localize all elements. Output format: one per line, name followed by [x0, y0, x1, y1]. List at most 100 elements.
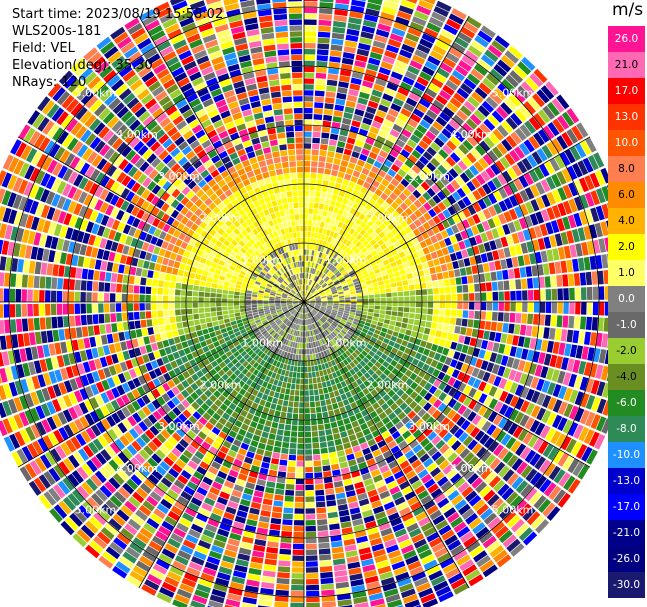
velocity-gate	[398, 238, 406, 246]
velocity-gate	[504, 153, 516, 166]
velocity-gate	[223, 314, 229, 319]
velocity-gate	[307, 285, 310, 291]
velocity-gate	[596, 416, 607, 432]
velocity-gate	[292, 561, 304, 567]
velocity-gate	[92, 314, 99, 325]
velocity-gate	[435, 232, 444, 241]
velocity-gate	[256, 448, 265, 456]
velocity-gate	[304, 402, 310, 408]
velocity-gate	[319, 318, 325, 324]
velocity-gate	[411, 414, 421, 424]
velocity-gate	[318, 320, 323, 326]
velocity-gate	[390, 261, 397, 268]
velocity-gate	[314, 472, 323, 479]
velocity-gate	[223, 318, 230, 324]
velocity-gate	[446, 140, 457, 151]
velocity-gate	[348, 242, 355, 249]
velocity-gate	[409, 400, 418, 410]
velocity-gate	[339, 75, 351, 83]
velocity-gate	[408, 169, 418, 179]
velocity-gate	[374, 235, 381, 243]
velocity-gate	[441, 364, 449, 373]
velocity-gate	[562, 419, 573, 434]
velocity-gate	[377, 262, 384, 268]
velocity-gate	[388, 324, 395, 331]
velocity-gate	[304, 60, 315, 67]
velocity-gate	[268, 469, 278, 477]
velocity-gate	[465, 118, 478, 130]
velocity-gate	[416, 332, 424, 340]
velocity-gate	[360, 504, 372, 512]
velocity-gate	[545, 302, 552, 314]
velocity-gate	[256, 479, 266, 487]
velocity-gate	[342, 52, 355, 60]
velocity-gate	[373, 115, 384, 124]
velocity-gate	[297, 360, 301, 367]
velocity-gate	[330, 274, 336, 280]
velocity-gate	[444, 172, 454, 183]
velocity-gate	[353, 366, 360, 373]
velocity-gate	[316, 377, 321, 383]
velocity-gate	[213, 325, 220, 331]
velocity-gate	[467, 346, 475, 356]
velocity-gate	[467, 319, 474, 328]
velocity-gate	[424, 60, 438, 72]
velocity-gate	[462, 284, 469, 293]
velocity-gate	[335, 343, 341, 349]
velocity-gate	[375, 219, 383, 227]
velocity-gate	[330, 397, 337, 404]
velocity-gate	[342, 352, 349, 359]
velocity-gate	[179, 334, 187, 342]
velocity-gate	[308, 295, 313, 299]
velocity-gate	[488, 475, 501, 488]
velocity-gate	[598, 286, 605, 300]
velocity-gate	[537, 498, 552, 513]
velocity-gate	[105, 323, 112, 334]
velocity-gate	[468, 310, 475, 319]
velocity-gate	[358, 353, 365, 360]
velocity-gate	[339, 515, 351, 523]
velocity-gate	[521, 313, 528, 324]
velocity-gate	[419, 240, 427, 249]
velocity-gate	[304, 249, 307, 255]
velocity-gate	[375, 258, 382, 264]
velocity-gate	[307, 313, 310, 319]
velocity-gate	[427, 198, 437, 208]
velocity-gate	[477, 186, 487, 198]
velocity-gate	[389, 236, 398, 244]
velocity-gate	[313, 383, 318, 390]
velocity-gate	[520, 81, 535, 95]
velocity-gate	[245, 305, 252, 309]
velocity-gate	[524, 374, 534, 387]
velocity-gate	[421, 308, 428, 314]
velocity-gate	[563, 475, 576, 491]
velocity-gate	[435, 180, 445, 190]
velocity-gate	[519, 324, 527, 336]
velocity-gate	[321, 363, 326, 370]
velocity-gate	[389, 129, 400, 138]
velocity-gate	[336, 498, 347, 506]
velocity-gate	[110, 313, 117, 323]
velocity-gate	[306, 578, 319, 585]
velocity-gate	[282, 519, 293, 526]
velocity-gate	[391, 347, 399, 355]
velocity-gate	[391, 393, 400, 402]
velocity-gate	[331, 212, 337, 220]
velocity-gate	[328, 205, 335, 212]
velocity-gate	[322, 411, 329, 418]
velocity-gate	[316, 61, 328, 68]
velocity-gate	[498, 291, 504, 301]
velocity-gate	[283, 376, 289, 383]
velocity-gate	[334, 318, 341, 323]
velocity-gate	[436, 0, 452, 12]
velocity-gate	[304, 107, 313, 114]
velocity-gate	[338, 190, 346, 198]
velocity-gate	[318, 352, 322, 359]
velocity-gate	[327, 236, 333, 243]
velocity-gate	[321, 305, 327, 308]
velocity-gate	[558, 472, 571, 487]
velocity-gate	[381, 178, 390, 187]
velocity-gate	[363, 224, 371, 232]
velocity-gate	[319, 0, 334, 3]
velocity-gate	[358, 244, 365, 251]
